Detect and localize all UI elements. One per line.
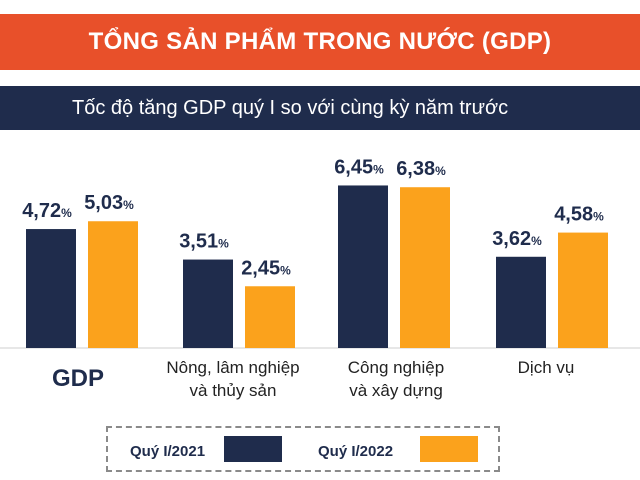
data-label-unit: % [123, 198, 134, 212]
bar-dich-vu-2021 [496, 256, 546, 348]
data-label-dich-vu-2022: 4,58% [554, 204, 604, 226]
legend-frame [106, 426, 500, 472]
data-label-gdp-2022: 5,03% [84, 192, 134, 214]
bar-cong-nghiep-2022 [400, 187, 450, 348]
data-label-unit: % [218, 237, 229, 251]
data-label-unit: % [373, 162, 384, 176]
data-label-cong-nghiep-2022: 6,38% [396, 158, 446, 180]
legend-label-2022: Quý I/2022 [318, 443, 393, 460]
bar-dich-vu-2022 [558, 232, 608, 348]
subtitle-banner: Tốc độ tăng GDP quý I so với cùng kỳ năm… [0, 86, 640, 130]
data-label-dich-vu-2021: 3,62% [492, 228, 542, 250]
category-label-nong-lam-nghiep: Nông, lâm nghiệp [166, 358, 299, 377]
category-label-cong-nghiep: và xây dựng [349, 381, 443, 400]
legend-swatch-2021 [224, 436, 282, 462]
data-label-unit: % [435, 164, 446, 178]
bar-nong-lam-nghiep-2022 [245, 286, 295, 348]
data-label-unit: % [280, 263, 291, 277]
category-label-nong-lam-nghiep: và thủy sản [190, 381, 277, 400]
data-label-nong-lam-nghiep-2022: 2,45% [241, 257, 291, 279]
bar-nong-lam-nghiep-2021 [183, 259, 233, 348]
category-label-cong-nghiep: Công nghiệp [348, 358, 444, 377]
bar-cong-nghiep-2021 [338, 185, 388, 348]
legend-swatch-2022 [420, 436, 478, 462]
legend-label-2021: Quý I/2021 [130, 443, 205, 460]
data-label-unit: % [593, 210, 604, 224]
title-banner: TỔNG SẢN PHẨM TRONG NƯỚC (GDP) [0, 14, 640, 70]
chart-subtitle: Tốc độ tăng GDP quý I so với cùng kỳ năm… [72, 96, 509, 119]
bar-gdp-2021 [26, 229, 76, 348]
data-label-unit: % [531, 234, 542, 248]
category-label-gdp: GDP [52, 365, 104, 392]
data-label-cong-nghiep-2021: 6,45% [334, 156, 384, 178]
bar-gdp-2022 [88, 221, 138, 348]
data-label-nong-lam-nghiep-2021: 3,51% [179, 231, 229, 253]
data-label-unit: % [61, 206, 72, 220]
data-label-gdp-2021: 4,72% [22, 200, 72, 222]
chart-title: TỔNG SẢN PHẨM TRONG NƯỚC (GDP) [88, 28, 552, 55]
category-label-dich-vu: Dịch vụ [518, 358, 575, 377]
